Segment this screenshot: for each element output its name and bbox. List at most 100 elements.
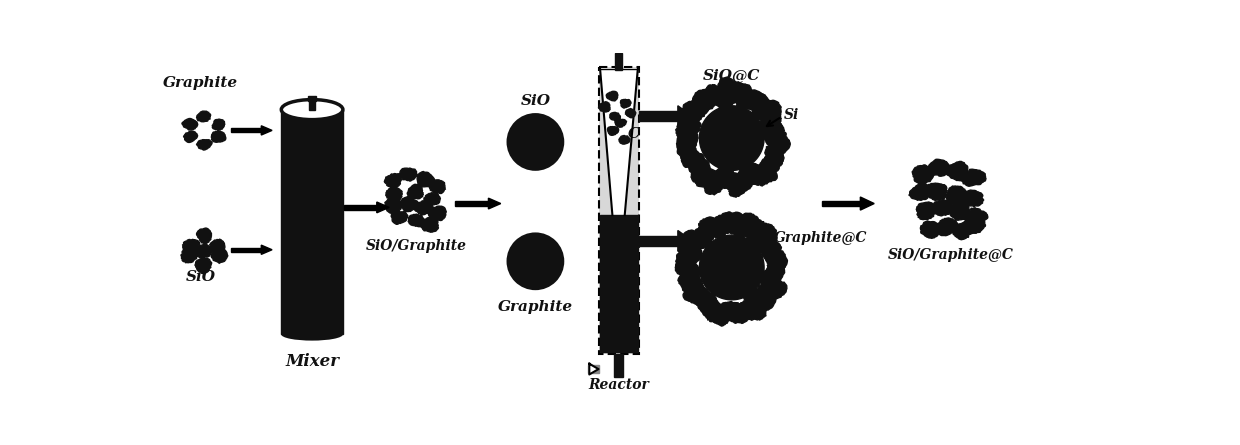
Polygon shape: [417, 171, 435, 187]
Polygon shape: [420, 217, 439, 232]
Polygon shape: [401, 197, 419, 212]
Polygon shape: [724, 303, 745, 323]
Polygon shape: [384, 198, 402, 213]
Polygon shape: [212, 119, 224, 130]
Polygon shape: [707, 218, 725, 238]
Polygon shape: [600, 215, 637, 352]
Polygon shape: [760, 239, 781, 259]
Text: SiO: SiO: [186, 270, 216, 284]
Polygon shape: [423, 193, 440, 206]
Polygon shape: [678, 238, 698, 257]
Polygon shape: [677, 142, 697, 162]
Polygon shape: [196, 228, 212, 243]
Polygon shape: [676, 250, 696, 271]
Polygon shape: [689, 158, 709, 178]
Polygon shape: [735, 89, 758, 109]
Polygon shape: [384, 174, 402, 188]
Text: Graphite: Graphite: [497, 300, 573, 315]
Polygon shape: [951, 222, 973, 240]
Polygon shape: [755, 289, 776, 311]
Polygon shape: [262, 126, 272, 135]
Polygon shape: [392, 211, 408, 224]
Polygon shape: [760, 116, 782, 135]
Polygon shape: [764, 264, 785, 283]
Polygon shape: [763, 110, 781, 128]
Polygon shape: [740, 213, 759, 233]
Polygon shape: [727, 176, 745, 197]
Text: SiO@C: SiO@C: [703, 68, 760, 82]
Polygon shape: [949, 201, 970, 220]
Polygon shape: [689, 98, 709, 117]
Text: Si: Si: [784, 108, 799, 122]
Polygon shape: [966, 208, 988, 224]
Polygon shape: [691, 166, 711, 187]
Text: C: C: [627, 127, 640, 141]
Polygon shape: [694, 223, 714, 243]
Polygon shape: [712, 87, 735, 109]
Polygon shape: [727, 82, 745, 103]
Polygon shape: [732, 304, 751, 324]
Polygon shape: [181, 249, 197, 263]
Polygon shape: [231, 248, 262, 252]
Polygon shape: [751, 97, 773, 120]
Polygon shape: [698, 88, 719, 109]
Polygon shape: [712, 215, 733, 234]
Polygon shape: [765, 149, 784, 168]
Polygon shape: [599, 101, 610, 112]
Ellipse shape: [506, 232, 564, 290]
Polygon shape: [231, 129, 262, 132]
Polygon shape: [195, 258, 212, 274]
Polygon shape: [386, 187, 402, 202]
Polygon shape: [945, 162, 968, 181]
Polygon shape: [704, 302, 723, 323]
Polygon shape: [615, 53, 622, 69]
Polygon shape: [763, 244, 781, 265]
Polygon shape: [692, 286, 711, 307]
Polygon shape: [281, 109, 343, 335]
Polygon shape: [765, 128, 786, 148]
Polygon shape: [678, 127, 698, 148]
Polygon shape: [909, 183, 931, 200]
Polygon shape: [730, 83, 753, 104]
Polygon shape: [916, 202, 937, 220]
Polygon shape: [619, 135, 630, 144]
Polygon shape: [761, 100, 781, 121]
Polygon shape: [589, 364, 599, 375]
Polygon shape: [703, 85, 724, 102]
Text: Graphite@C: Graphite@C: [774, 231, 868, 245]
Polygon shape: [197, 140, 212, 150]
Polygon shape: [766, 280, 787, 299]
Polygon shape: [744, 289, 766, 309]
Polygon shape: [696, 291, 717, 312]
Polygon shape: [211, 249, 228, 263]
Text: Mixer: Mixer: [285, 353, 339, 370]
Polygon shape: [682, 101, 702, 122]
Polygon shape: [743, 219, 765, 240]
Polygon shape: [184, 131, 197, 142]
Polygon shape: [211, 131, 226, 142]
Polygon shape: [744, 90, 766, 110]
Polygon shape: [455, 201, 489, 206]
Polygon shape: [676, 120, 696, 141]
Polygon shape: [699, 106, 764, 170]
Polygon shape: [738, 300, 758, 320]
Polygon shape: [682, 230, 703, 251]
Ellipse shape: [506, 113, 564, 171]
Text: SiO/Graphite: SiO/Graphite: [366, 239, 466, 253]
Polygon shape: [429, 180, 445, 194]
Polygon shape: [931, 199, 955, 216]
Polygon shape: [377, 202, 389, 213]
Polygon shape: [309, 100, 315, 109]
Polygon shape: [676, 257, 697, 277]
Polygon shape: [692, 227, 712, 248]
Polygon shape: [683, 283, 703, 304]
Polygon shape: [759, 271, 780, 289]
Polygon shape: [732, 216, 753, 238]
FancyBboxPatch shape: [599, 67, 640, 354]
Polygon shape: [913, 165, 934, 184]
Polygon shape: [737, 165, 758, 187]
Polygon shape: [960, 190, 983, 206]
Polygon shape: [749, 93, 770, 112]
Polygon shape: [428, 206, 446, 221]
Polygon shape: [765, 142, 785, 162]
